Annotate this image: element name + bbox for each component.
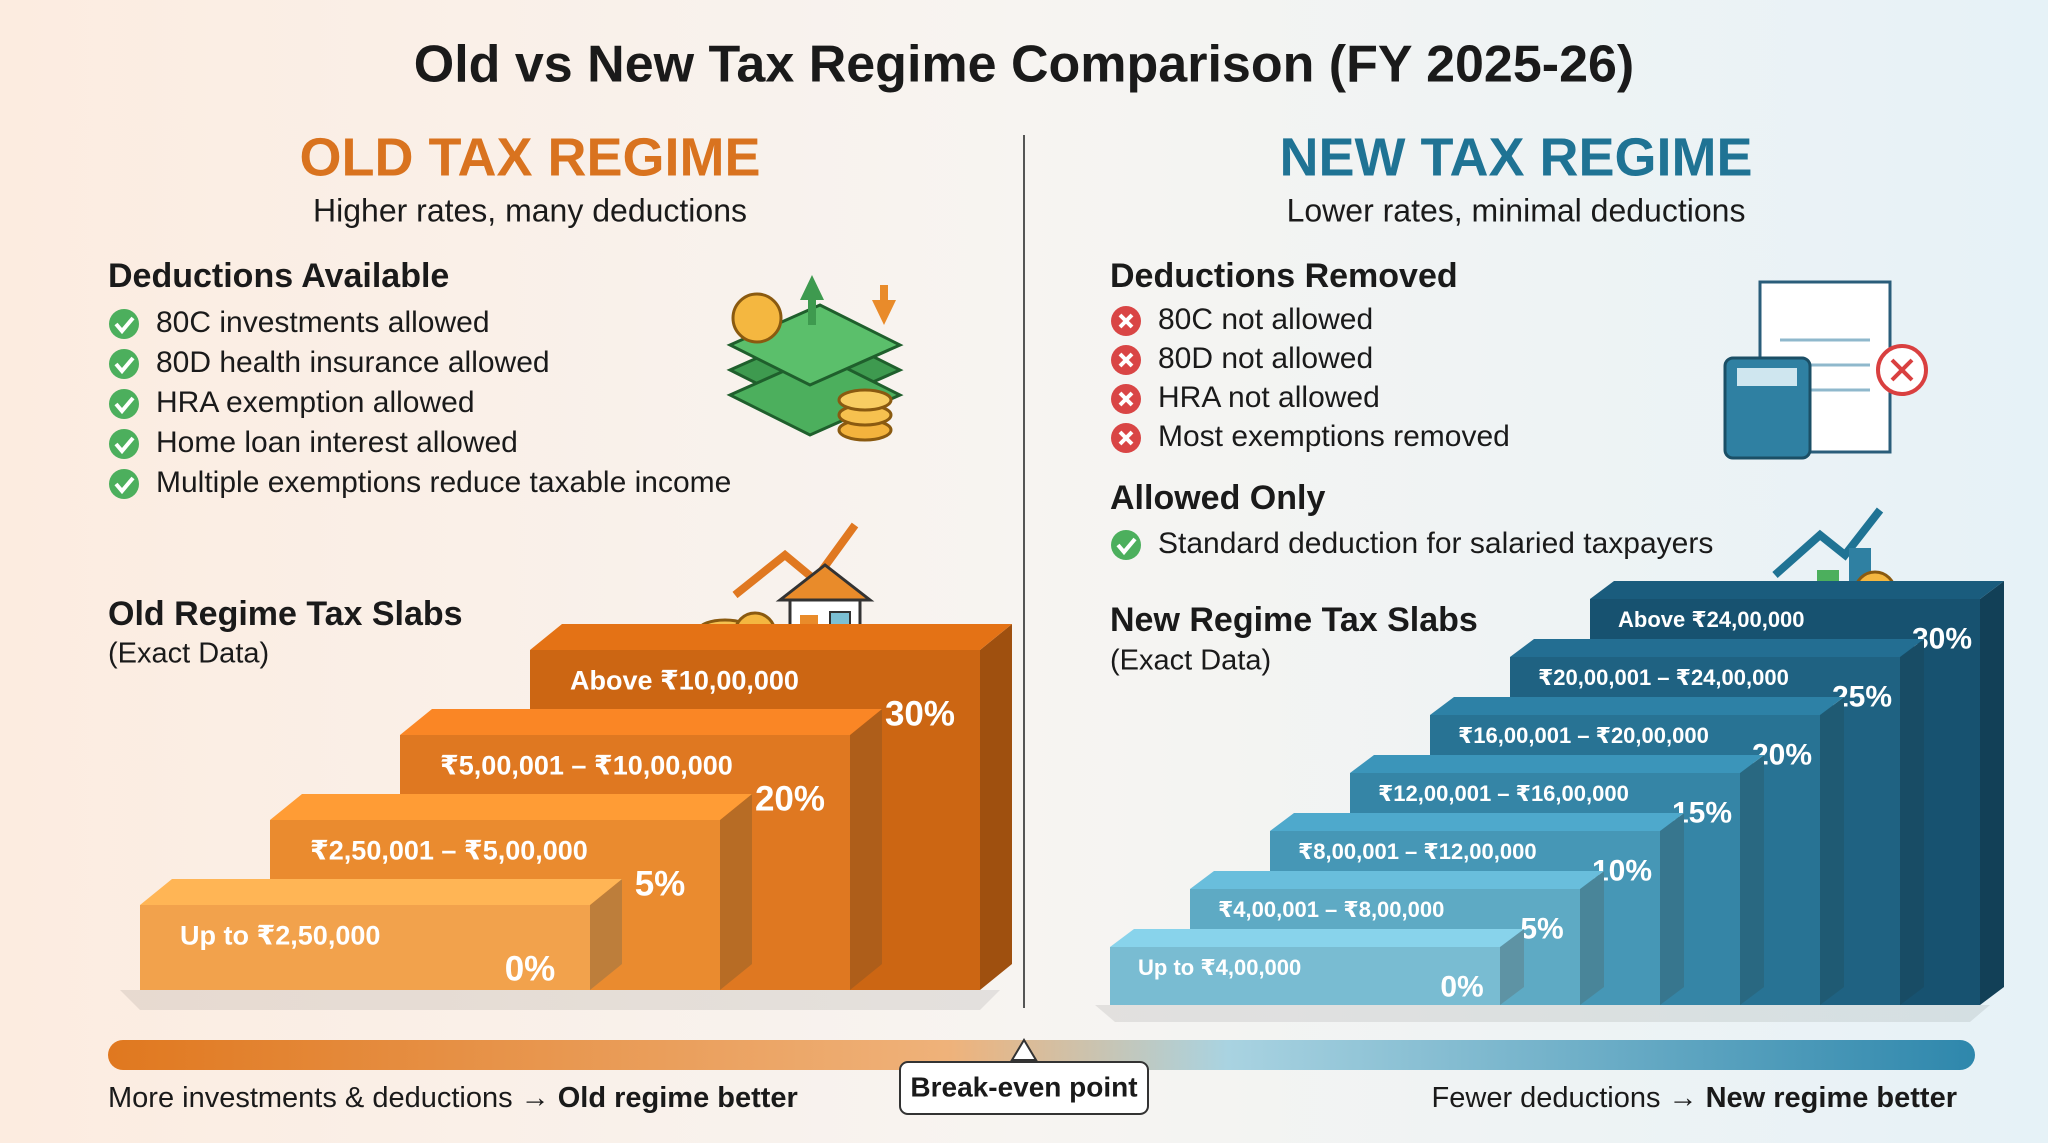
list-item: Standard deduction for salaried taxpayer… (1158, 527, 1713, 560)
tax-icon (1723, 280, 1928, 460)
list-item: HRA not allowed (1158, 381, 1380, 414)
step-side (720, 794, 752, 990)
check-icon (1111, 530, 1141, 560)
slab-range: Up to ₹4,00,000 (1138, 955, 1301, 980)
check-icon (109, 349, 139, 379)
list-item: Home loan interest allowed (156, 426, 518, 459)
slab-range: Above ₹24,00,000 (1618, 607, 1805, 632)
break-even-label: Break-even point (910, 1071, 1137, 1102)
check-mark (1116, 537, 1137, 556)
slab-rate: 0% (505, 950, 556, 989)
new-removed-title: Deductions Removed (1110, 257, 1458, 295)
footer-left-text: More investments & deductions → (108, 1082, 550, 1114)
footer-right: Fewer deductions → New regime better (1432, 1082, 1957, 1114)
step-side (1980, 581, 2004, 1005)
slab-range: Above ₹10,00,000 (570, 665, 799, 695)
break-even-box (899, 1061, 1149, 1115)
check-icon (109, 389, 139, 419)
step-top (140, 879, 622, 905)
footer-right-emphasis: New regime better (1706, 1082, 1957, 1114)
step-front (1110, 947, 1500, 1005)
step-top (400, 709, 882, 735)
slab-range: ₹20,00,001 – ₹24,00,000 (1538, 665, 1789, 690)
step-side (980, 624, 1012, 990)
list-item: 80D not allowed (1158, 342, 1373, 375)
spectrum-bar (108, 1040, 1975, 1070)
slab-range: Up to ₹2,50,000 (180, 920, 380, 950)
cross-mark (1118, 391, 1134, 407)
step-top (270, 794, 752, 820)
step-top (1350, 755, 1764, 773)
step-side (1820, 697, 1844, 1005)
slab-range: ₹2,50,001 – ₹5,00,000 (310, 835, 588, 865)
footer-left-emphasis: Old regime better (558, 1082, 798, 1114)
slab-rate: 5% (1520, 913, 1563, 946)
footer-right-text: Fewer deductions → (1432, 1082, 1698, 1114)
step-side (850, 709, 882, 990)
slab-rate: 0% (1440, 971, 1483, 1004)
check-mark (114, 476, 135, 495)
step-top (1190, 871, 1604, 889)
new-slabs-note: (Exact Data) (1110, 645, 1271, 677)
check-icon (109, 429, 139, 459)
step-side (1660, 813, 1684, 1005)
slab-range: ₹4,00,001 – ₹8,00,000 (1218, 897, 1444, 922)
check-mark (114, 356, 135, 375)
step-top (1110, 929, 1524, 947)
list-item: Multiple exemptions reduce taxable incom… (156, 466, 731, 499)
check-mark (114, 436, 135, 455)
cross-mark (1118, 352, 1134, 368)
check-icon (109, 309, 139, 339)
old-slabs-title: Old Regime Tax Slabs (108, 595, 463, 633)
old-subtitle: Higher rates, many deductions (313, 192, 747, 228)
slab-rate: 30% (885, 695, 955, 734)
check-mark (114, 396, 135, 415)
generated: 80C investments allowed 80D health insura… (109, 303, 2004, 1022)
step-side (1500, 929, 1524, 1005)
slab-range: ₹5,00,001 – ₹10,00,000 (440, 750, 733, 780)
list-item: 80C investments allowed (156, 306, 490, 339)
old-deductions-title: Deductions Available (108, 257, 449, 295)
step-side (1900, 639, 1924, 1005)
new-slabs-title: New Regime Tax Slabs (1110, 601, 1478, 639)
list-item: Most exemptions removed (1158, 420, 1510, 453)
step-top (1270, 813, 1684, 831)
list-item: HRA exemption allowed (156, 386, 475, 419)
slab-range: ₹12,00,001 – ₹16,00,000 (1378, 781, 1629, 806)
money-icon (726, 275, 904, 442)
step-top (530, 624, 1012, 650)
new-subtitle: Lower rates, minimal deductions (1287, 192, 1746, 228)
new-heading: NEW TAX REGIME (1279, 127, 1752, 187)
old-slabs-note: (Exact Data) (108, 638, 269, 670)
slab-range: ₹8,00,001 – ₹12,00,000 (1298, 839, 1537, 864)
step-top (1590, 581, 2004, 599)
slab-range: ₹16,00,001 – ₹20,00,000 (1458, 723, 1709, 748)
step-shadow (1095, 1005, 1990, 1022)
slab-rate: 5% (635, 865, 686, 904)
cross-mark (1118, 430, 1134, 446)
cross-mark (1118, 313, 1134, 329)
pointer (1010, 1038, 1038, 1061)
check-icon (109, 469, 139, 499)
step-top (1510, 639, 1924, 657)
footer-left: More investments & deductions → Old regi… (108, 1082, 798, 1114)
step-front (140, 905, 590, 990)
old-heading: OLD TAX REGIME (299, 127, 760, 187)
list-item: 80C not allowed (1158, 303, 1373, 336)
step-side (590, 879, 622, 990)
page-title: Old vs New Tax Regime Comparison (FY 202… (414, 36, 1634, 94)
step-side (1740, 755, 1764, 1005)
new-allowed-title: Allowed Only (1110, 479, 1325, 517)
step-side (1580, 871, 1604, 1005)
step-top (1430, 697, 1844, 715)
slab-rate: 20% (755, 780, 825, 819)
list-item: 80D health insurance allowed (156, 346, 550, 379)
step-shadow (120, 990, 1000, 1010)
check-mark (114, 316, 135, 335)
